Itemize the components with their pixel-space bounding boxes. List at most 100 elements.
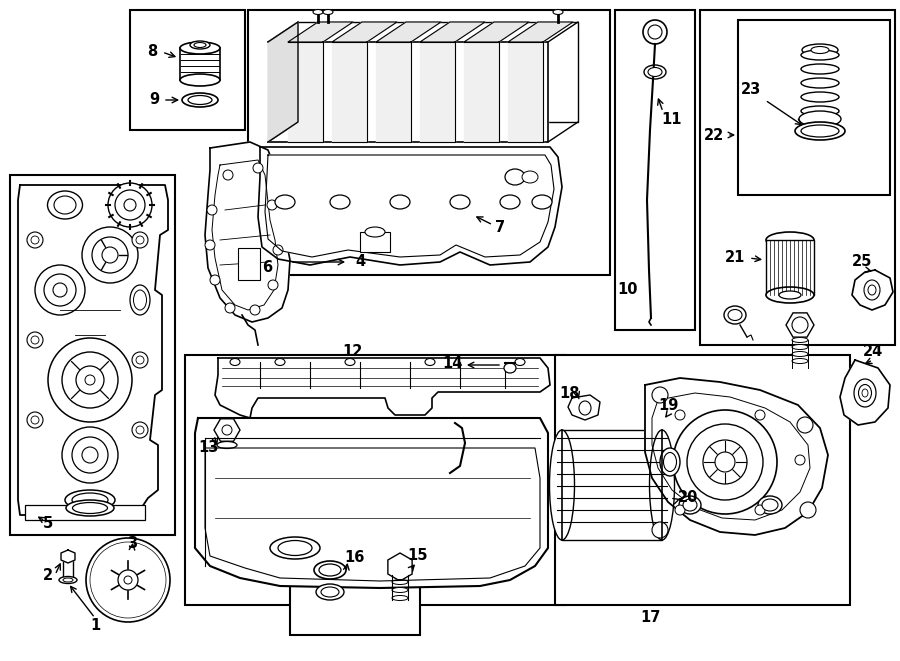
Bar xyxy=(238,248,260,280)
Bar xyxy=(700,10,895,345)
Ellipse shape xyxy=(801,64,839,74)
Text: 2: 2 xyxy=(43,568,53,582)
Circle shape xyxy=(136,356,144,364)
Ellipse shape xyxy=(663,453,677,471)
Ellipse shape xyxy=(758,496,782,514)
Circle shape xyxy=(652,522,668,538)
Polygon shape xyxy=(420,22,485,42)
Circle shape xyxy=(755,410,765,420)
Polygon shape xyxy=(288,22,353,42)
Circle shape xyxy=(673,410,777,514)
Circle shape xyxy=(703,440,747,484)
Text: 24: 24 xyxy=(863,344,883,360)
Circle shape xyxy=(792,317,808,333)
Text: 5: 5 xyxy=(43,516,53,531)
Ellipse shape xyxy=(278,541,312,555)
Circle shape xyxy=(108,560,148,600)
Polygon shape xyxy=(258,147,562,265)
Circle shape xyxy=(27,332,43,348)
Circle shape xyxy=(96,548,160,612)
Text: 9: 9 xyxy=(148,93,159,108)
Circle shape xyxy=(82,447,98,463)
Ellipse shape xyxy=(450,195,470,209)
Ellipse shape xyxy=(314,561,346,579)
Text: 10: 10 xyxy=(617,282,638,297)
Bar xyxy=(555,355,850,605)
Ellipse shape xyxy=(728,309,742,321)
Circle shape xyxy=(76,366,104,394)
Ellipse shape xyxy=(500,195,520,209)
Ellipse shape xyxy=(54,196,76,214)
Text: 23: 23 xyxy=(741,83,761,98)
Circle shape xyxy=(800,502,816,518)
Polygon shape xyxy=(645,378,828,535)
Bar xyxy=(248,10,610,275)
Ellipse shape xyxy=(864,280,880,300)
Bar xyxy=(766,240,814,295)
Text: 1: 1 xyxy=(90,617,100,633)
Ellipse shape xyxy=(194,42,206,48)
Text: 12: 12 xyxy=(342,344,362,358)
Circle shape xyxy=(675,505,685,515)
Circle shape xyxy=(136,426,144,434)
Polygon shape xyxy=(376,22,441,42)
Circle shape xyxy=(44,274,76,306)
Text: 21: 21 xyxy=(724,251,745,266)
Text: 22: 22 xyxy=(704,128,725,143)
Circle shape xyxy=(53,283,67,297)
Ellipse shape xyxy=(390,195,410,209)
Ellipse shape xyxy=(180,74,220,86)
Ellipse shape xyxy=(217,442,237,449)
Circle shape xyxy=(31,236,39,244)
Circle shape xyxy=(102,247,118,263)
Ellipse shape xyxy=(762,499,778,511)
Circle shape xyxy=(715,452,735,472)
Ellipse shape xyxy=(392,596,408,600)
Polygon shape xyxy=(799,55,841,111)
Ellipse shape xyxy=(65,490,115,510)
Circle shape xyxy=(797,417,813,433)
Polygon shape xyxy=(215,358,550,418)
Ellipse shape xyxy=(801,92,839,102)
Circle shape xyxy=(268,280,278,290)
Circle shape xyxy=(31,336,39,344)
Ellipse shape xyxy=(321,587,339,597)
Ellipse shape xyxy=(59,576,77,584)
Ellipse shape xyxy=(313,9,323,15)
Polygon shape xyxy=(568,395,600,420)
Text: 3: 3 xyxy=(127,535,137,551)
Circle shape xyxy=(62,352,118,408)
Bar xyxy=(615,10,695,330)
Text: 18: 18 xyxy=(560,385,580,401)
Ellipse shape xyxy=(188,95,212,104)
Ellipse shape xyxy=(190,41,210,49)
Circle shape xyxy=(62,427,118,483)
Ellipse shape xyxy=(766,287,814,303)
Ellipse shape xyxy=(505,169,525,185)
Polygon shape xyxy=(195,418,548,588)
Text: 19: 19 xyxy=(658,399,679,414)
Ellipse shape xyxy=(522,171,538,183)
Circle shape xyxy=(118,570,138,590)
Ellipse shape xyxy=(724,306,746,324)
Circle shape xyxy=(795,455,805,465)
Circle shape xyxy=(115,190,145,220)
Text: 6: 6 xyxy=(262,260,272,276)
Ellipse shape xyxy=(63,578,73,582)
Ellipse shape xyxy=(330,195,350,209)
Ellipse shape xyxy=(792,344,808,350)
Circle shape xyxy=(132,352,148,368)
Ellipse shape xyxy=(679,496,701,514)
Circle shape xyxy=(27,412,43,428)
Ellipse shape xyxy=(766,232,814,248)
Ellipse shape xyxy=(644,65,666,79)
Ellipse shape xyxy=(854,379,876,407)
Circle shape xyxy=(136,236,144,244)
Bar xyxy=(25,505,145,520)
Bar xyxy=(562,430,662,540)
Polygon shape xyxy=(18,185,168,515)
Ellipse shape xyxy=(792,352,808,356)
Ellipse shape xyxy=(868,285,876,295)
Circle shape xyxy=(652,387,668,403)
Circle shape xyxy=(92,237,128,273)
